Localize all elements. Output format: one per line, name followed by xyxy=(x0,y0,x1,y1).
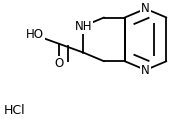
Text: NH: NH xyxy=(74,20,92,33)
Text: HO: HO xyxy=(26,28,44,42)
Text: N: N xyxy=(141,2,150,15)
Text: N: N xyxy=(141,64,150,76)
Text: O: O xyxy=(54,57,64,70)
Text: HCl: HCl xyxy=(4,104,25,117)
